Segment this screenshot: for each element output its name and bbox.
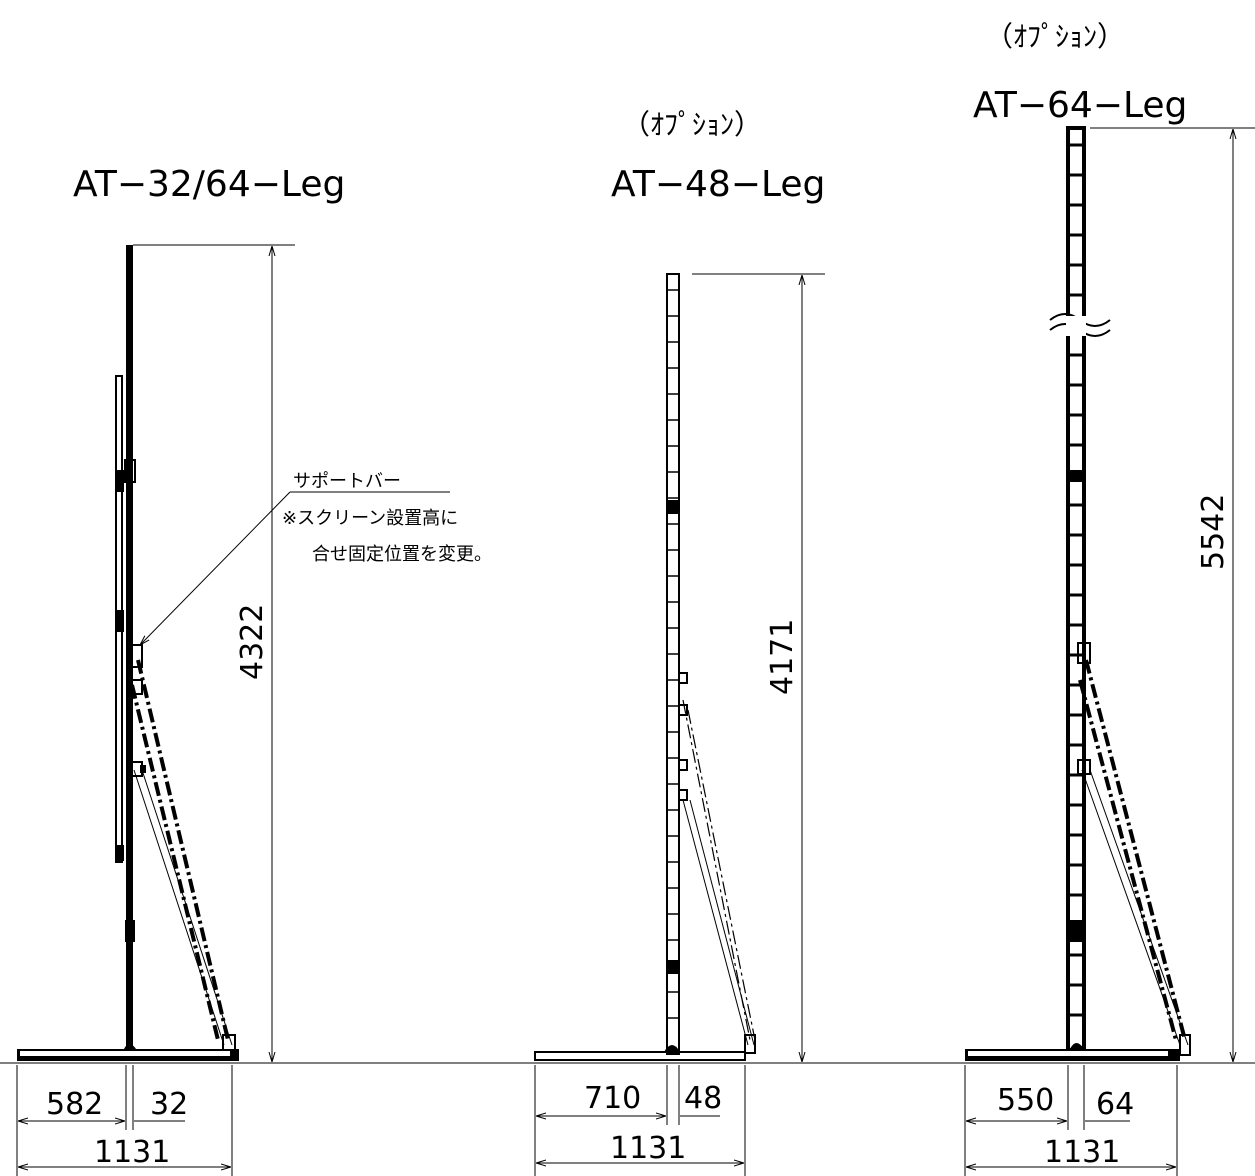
- support-bar-note: サポートバー ※スクリーン設置高に 合せ固定位置を変更。: [140, 471, 492, 645]
- stand-base: [534, 1051, 746, 1061]
- stand-at-48: （ｵﾌﾟｼｮﾝ） AT−48−Leg 4171 710 48: [534, 108, 825, 1176]
- stand-title: AT−64−Leg: [973, 85, 1187, 126]
- total-width-dimension: 1131: [1044, 1135, 1120, 1170]
- svg-text:サポートバー: サポートバー: [293, 471, 401, 492]
- post-width-dimension: 48: [684, 1081, 722, 1116]
- svg-text:合せ固定位置を変更。: 合せ固定位置を変更。: [312, 544, 492, 565]
- stand-title: AT−32/64−Leg: [73, 164, 345, 205]
- stand-at-32-64: AT−32/64−Leg 4322 5: [16, 164, 492, 1176]
- base-left-dimension: 582: [46, 1087, 103, 1122]
- base-left-dimension: 710: [584, 1081, 641, 1116]
- total-width-dimension: 1131: [610, 1131, 686, 1166]
- post-width-dimension: 32: [150, 1087, 188, 1122]
- height-dimension: 5542: [1196, 494, 1231, 570]
- height-dimension: 4322: [235, 604, 270, 680]
- option-label: （ｵﾌﾟｼｮﾝ）: [622, 108, 762, 141]
- height-dimension: 4171: [765, 619, 800, 695]
- total-width-dimension: 1131: [94, 1135, 170, 1170]
- stand-title: AT−48−Leg: [611, 164, 825, 205]
- option-label: （ｵﾌﾟｼｮﾝ）: [985, 20, 1125, 53]
- stand-post: [666, 273, 680, 1055]
- post-width-dimension: 64: [1096, 1087, 1134, 1122]
- base-left-dimension: 550: [997, 1083, 1054, 1118]
- stand-at-64: （ｵﾌﾟｼｮﾝ） AT−64−Leg 5542 5: [964, 20, 1255, 1176]
- svg-text:※スクリーン設置高に: ※スクリーン設置高に: [282, 508, 458, 529]
